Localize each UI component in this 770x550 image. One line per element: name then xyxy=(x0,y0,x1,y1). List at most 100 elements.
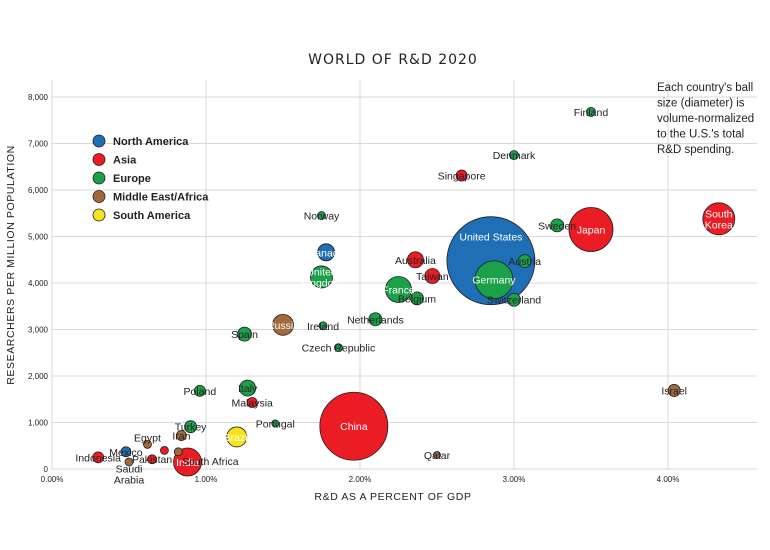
bubble-label: Norway xyxy=(304,211,340,223)
bubble-label: Saudi Arabia xyxy=(114,464,145,487)
note-line: size (diameter) is xyxy=(657,98,745,110)
bubble-label-line: Mexico xyxy=(109,447,142,459)
y-tick-label: 5,000 xyxy=(28,233,49,242)
bubble xyxy=(550,218,565,233)
bubble-label-line: Australia xyxy=(395,255,436,267)
bubble-label-line: Indonesia xyxy=(75,452,121,464)
legend: North America Asia Europe Middle East/Afric… xyxy=(92,134,209,222)
bubble xyxy=(173,447,183,457)
y-tick-label: 1,000 xyxy=(28,419,49,428)
bubble-label-line: Canada xyxy=(308,247,345,259)
bubble xyxy=(424,268,441,284)
bubble-label: Singapore xyxy=(438,171,486,183)
bubble-label: Poland xyxy=(183,386,216,398)
bubble-label-line: Denmark xyxy=(493,150,536,162)
bubble-label: India xyxy=(176,457,199,469)
bubble-label: Australia xyxy=(395,255,436,267)
bubble-label: Egypt xyxy=(134,432,161,444)
bubble xyxy=(272,313,294,336)
bubble xyxy=(319,391,389,461)
bubble-label-line: Ireland xyxy=(307,321,339,333)
size-note: Each country's ball size (diameter) is vol… xyxy=(657,82,754,156)
bubble xyxy=(407,251,424,269)
bubble-label-line: Netherlands xyxy=(347,314,404,326)
bubble-label-line: Singapore xyxy=(438,171,486,183)
bubble-label: Brazil xyxy=(224,432,250,444)
bubble-label: United Kingdom xyxy=(301,266,343,289)
legend-swatch xyxy=(92,134,106,148)
bubble-label-line: Kingdom xyxy=(301,277,343,289)
bubble xyxy=(120,446,132,458)
legend-swatch xyxy=(92,171,106,185)
y-axis-title: RESEARCHERS PER MILLION POPULATION xyxy=(5,145,17,385)
bubble-label: Sweden xyxy=(538,220,576,232)
bubble xyxy=(334,343,343,353)
bubble-labels: United States China Japan Germany South Korea… xyxy=(75,107,733,487)
bubble xyxy=(271,419,280,428)
bubble xyxy=(455,169,468,182)
bubble-label-line: Pakistan xyxy=(132,454,172,466)
bubble-label: Taiwan xyxy=(416,271,449,283)
bubble-label: Czech Republic xyxy=(302,343,376,355)
bubble-label: Italy xyxy=(238,383,258,395)
bubble-label-line: Finland xyxy=(574,107,609,119)
y-tick-label: 6,000 xyxy=(28,186,49,195)
bubble xyxy=(509,150,519,161)
bubble xyxy=(184,420,198,434)
bubble xyxy=(586,106,596,117)
bubble-label-line: Russia xyxy=(267,320,299,332)
bubble-label: Austria xyxy=(508,256,541,268)
bubble-label-line: United States xyxy=(459,231,522,243)
bubble-label-line: Austria xyxy=(508,256,541,268)
bubble-label-line: Brazil xyxy=(224,432,250,444)
bubble-label: South Korea xyxy=(705,208,733,231)
bubble-label: Turkey xyxy=(175,422,207,434)
bubble-label-line: Iran xyxy=(172,431,190,443)
bubble-label-line: Germany xyxy=(472,275,516,287)
bubble xyxy=(507,292,521,307)
bubble-label: Mexico xyxy=(109,447,142,459)
bubble xyxy=(385,276,412,303)
bubble-label: Israel xyxy=(661,385,687,397)
bubble-label-line: Switzerland xyxy=(487,295,541,307)
bubble-label: Switzerland xyxy=(487,295,541,307)
bubble xyxy=(317,243,336,262)
bubble xyxy=(143,439,152,449)
bubble xyxy=(160,445,169,455)
bubble-label-line: Japan xyxy=(577,225,606,237)
y-tick-label: 7,000 xyxy=(28,140,49,149)
bubble xyxy=(175,430,187,441)
bubble xyxy=(239,379,256,397)
bubble-label: South Africa xyxy=(182,456,239,468)
bubble xyxy=(147,454,158,465)
bubble xyxy=(310,265,333,289)
bubble xyxy=(410,291,424,306)
bubble-label-line: United xyxy=(306,266,337,278)
note-line: volume-normalized xyxy=(657,113,754,125)
bubble-label-line: Saudi xyxy=(116,464,143,476)
bubble xyxy=(237,326,252,342)
bubble xyxy=(667,384,681,397)
x-tick-label: 1.00% xyxy=(195,475,218,484)
legend-swatch xyxy=(92,208,106,222)
bubble-label-line: India xyxy=(176,457,199,469)
bubbles xyxy=(92,106,736,477)
bubble xyxy=(517,254,532,269)
bubble-label-line: Italy xyxy=(238,383,258,395)
legend-label: Europe xyxy=(113,173,151,185)
axes: 0 1,000 2,000 3,000 4,000 5,000 6,000 7,000 8,00… xyxy=(28,93,679,484)
bubble-label: Pakistan xyxy=(132,454,172,466)
legend-label: Asia xyxy=(113,155,137,167)
y-tick-label: 3,000 xyxy=(28,326,49,335)
x-tick-label: 2.00% xyxy=(349,475,372,484)
bubble xyxy=(193,384,206,397)
bubble-label-line: Qatar xyxy=(424,450,451,462)
x-tick-label: 3.00% xyxy=(503,475,526,484)
bubble-label: Belgium xyxy=(398,293,436,305)
bubble-label-line: Sweden xyxy=(538,220,576,232)
bubble-label: Portugal xyxy=(256,418,295,430)
bubble xyxy=(368,312,383,327)
bubble xyxy=(568,207,614,252)
y-tick-label: 4,000 xyxy=(28,279,49,288)
legend-label: Middle East/Africa xyxy=(113,192,209,204)
